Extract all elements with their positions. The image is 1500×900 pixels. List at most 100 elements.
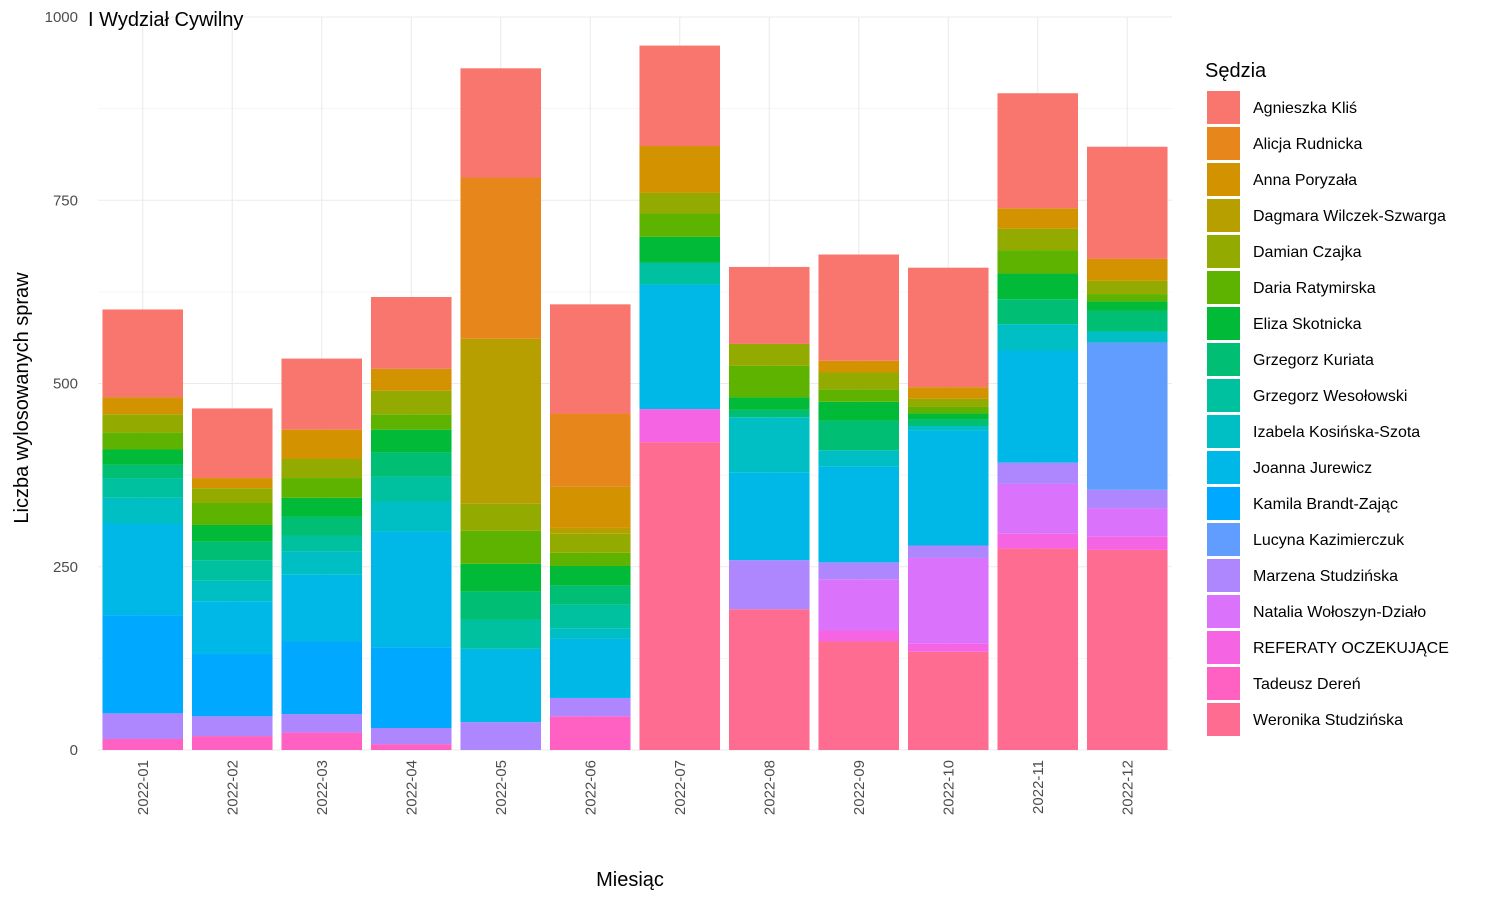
bar-segment (907, 643, 989, 652)
bar-segment (370, 390, 452, 415)
bar-segment (907, 426, 989, 431)
bar-segment (102, 739, 184, 750)
bar-segment (997, 324, 1079, 351)
bar-segment (1086, 146, 1168, 259)
bar-segment (281, 714, 363, 733)
bar-segment (997, 483, 1079, 534)
bar-segment (997, 93, 1079, 209)
legend-swatch (1207, 163, 1240, 196)
bar-segment (549, 413, 631, 487)
bar-segment (191, 653, 273, 717)
y-tick-label: 0 (70, 742, 78, 759)
bar-segment (191, 502, 273, 525)
bar-segment (370, 647, 452, 729)
bar-segment (102, 615, 184, 714)
legend-label: REFERATY OCZEKUJĄCE (1253, 640, 1449, 657)
bar-segment (460, 503, 542, 531)
bar-segment (191, 524, 273, 542)
x-tick-label: 2022-02 (224, 760, 241, 815)
bar-segment (997, 299, 1079, 325)
legend: Sędzia Agnieszka Kliś Alicja Rudnicka Anna… (1205, 60, 1449, 736)
bar-segment (102, 464, 184, 479)
bar-segment (818, 641, 900, 750)
bar-segment (907, 419, 989, 427)
bar-segment (997, 250, 1079, 274)
bar-segment (1086, 280, 1168, 295)
bar-segment (281, 358, 363, 430)
bar-segment (191, 560, 273, 581)
bar-segment (549, 697, 631, 717)
bar-segment (102, 309, 184, 398)
bar-segment (1086, 536, 1168, 550)
bar-segment (907, 398, 989, 407)
legend-label: Joanna Jurewicz (1253, 460, 1372, 477)
bar-segment (102, 523, 184, 616)
bar-segment (549, 533, 631, 553)
bar-segment (281, 732, 363, 750)
bar-segment (639, 409, 721, 443)
bar-segment (549, 527, 631, 534)
legend-label: Eliza Skotnicka (1253, 316, 1362, 333)
bar-segment (102, 432, 184, 450)
bar-segment (549, 638, 631, 698)
x-tick-label: 2022-09 (851, 760, 868, 815)
x-tick-label: 2022-01 (135, 760, 152, 815)
bar-segment (191, 488, 273, 503)
y-axis-ticks: 0 250 500 750 1000 (45, 9, 78, 759)
legend-swatch (1207, 415, 1240, 448)
legend-label: Marzena Studzińska (1253, 568, 1398, 585)
bar-segment (997, 208, 1079, 229)
bar-segment (1086, 549, 1168, 750)
bar-segment (997, 273, 1079, 300)
bar-segment (818, 389, 900, 402)
x-tick-label: 2022-12 (1119, 760, 1136, 815)
bar-segment (460, 722, 542, 750)
bar-segment (818, 401, 900, 421)
bar-segment (549, 604, 631, 629)
bar-segment (728, 472, 810, 561)
bar-segment (370, 414, 452, 430)
bar-segment (818, 630, 900, 642)
y-tick-label: 500 (53, 376, 78, 393)
bar-segment (191, 580, 273, 602)
bar-segment (549, 585, 631, 605)
x-tick-label: 2022-08 (761, 760, 778, 815)
y-tick-label: 1000 (45, 9, 78, 26)
bar-segment (907, 557, 989, 644)
chart-title: I Wydział Cywilny (88, 9, 243, 31)
bar-segment (460, 563, 542, 592)
bar-segment (639, 192, 721, 214)
bar-segment (639, 236, 721, 263)
bar-segment (728, 343, 810, 366)
bar-segment (818, 360, 900, 373)
bar-segment (818, 579, 900, 631)
bar-segment (102, 478, 184, 498)
bar-segment (639, 442, 721, 750)
bar-segment (1086, 310, 1168, 332)
bar-segment (639, 45, 721, 147)
legend-swatch (1207, 271, 1240, 304)
bar-segment (370, 728, 452, 745)
bar-segment (370, 429, 452, 453)
legend-swatch (1207, 127, 1240, 160)
bar-segment (1086, 258, 1168, 281)
bar-segment (460, 530, 542, 564)
x-tick-label: 2022-07 (672, 760, 689, 815)
legend-swatch (1207, 523, 1240, 556)
bar-segment (460, 591, 542, 620)
bar-segment (370, 501, 452, 532)
bar-segment (191, 601, 273, 654)
bar-segment (818, 254, 900, 361)
bar-segment (460, 68, 542, 178)
bar-segment (997, 462, 1079, 484)
bar-segment (997, 228, 1079, 251)
y-tick-label: 750 (53, 192, 78, 209)
bar-segment (1086, 294, 1168, 302)
bar-segment (370, 476, 452, 502)
bar-segment (818, 372, 900, 390)
legend-label: Daria Ratymirska (1253, 280, 1376, 297)
bar-segment (549, 486, 631, 528)
bar-segment (907, 651, 989, 750)
bar-segment (818, 466, 900, 563)
bar-segment (460, 619, 542, 649)
